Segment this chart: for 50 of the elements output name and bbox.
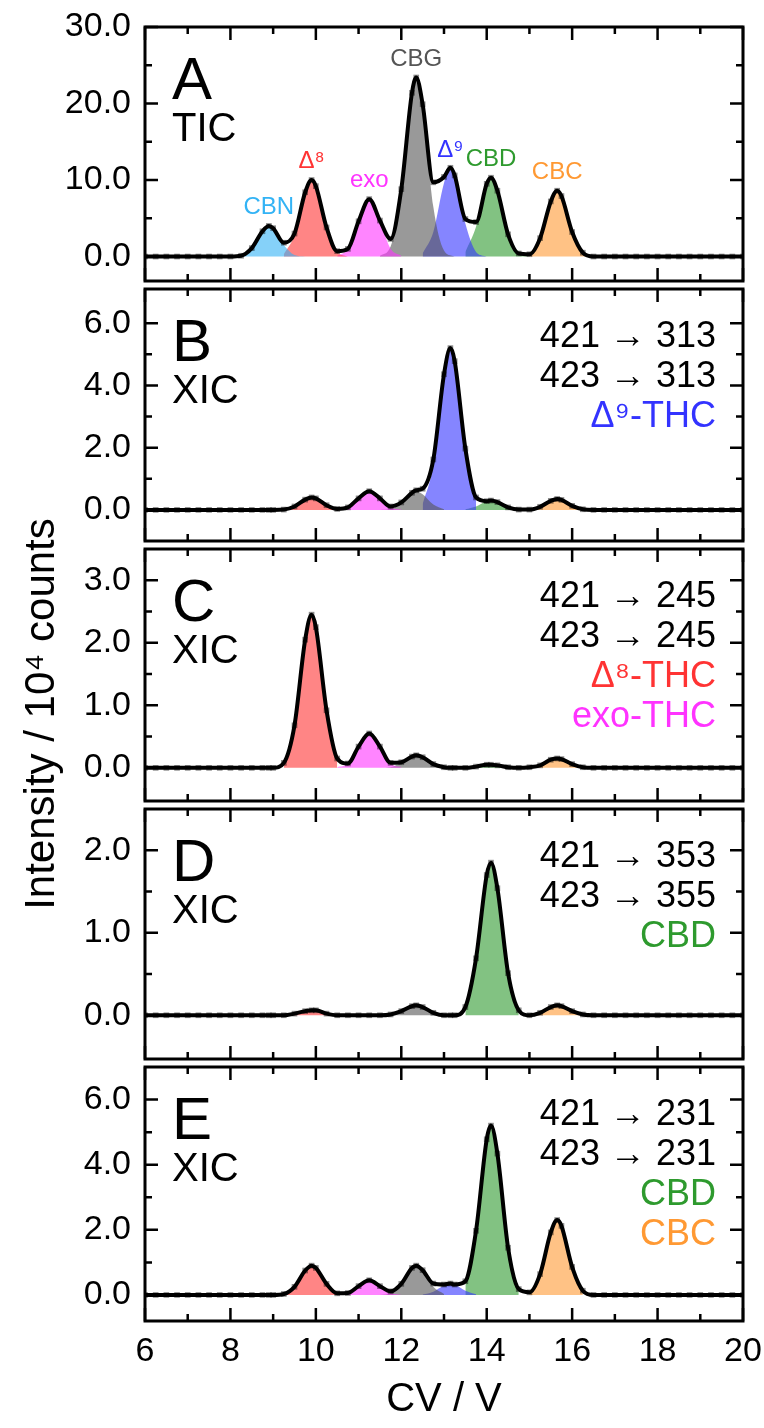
y-tick-label: 6.0 <box>83 301 131 340</box>
series-label: Δ⁹ <box>437 134 464 162</box>
annotation: 423 → 313 <box>539 354 716 395</box>
y-tick-label: 10.0 <box>64 158 131 197</box>
y-tick-label: 0.0 <box>83 1273 131 1312</box>
y-tick-label: 2.0 <box>83 828 131 867</box>
y-tick-label: 2.0 <box>83 1208 131 1247</box>
y-tick-label: 1.0 <box>83 683 131 722</box>
annotation: 421 → 231 <box>539 1092 716 1133</box>
series-label: CBC <box>531 156 583 184</box>
annotation: 421 → 245 <box>539 574 716 615</box>
annotation: 423 → 231 <box>539 1132 716 1173</box>
text: CBD <box>639 914 716 955</box>
annotation: 421 → 353 <box>539 834 716 875</box>
series-label: Δ⁸ <box>298 146 325 173</box>
series-label: CBN <box>243 191 295 219</box>
y-tick-label: 0.0 <box>83 234 131 273</box>
text: Δ⁸-THC <box>589 654 716 695</box>
annotation: 423 → 245 <box>539 614 716 655</box>
y-tick-label: 1.0 <box>83 911 131 950</box>
annotation: 423 → 355 <box>539 874 716 915</box>
x-tick-label: 14 <box>467 1329 506 1368</box>
y-tick-label: 0.0 <box>83 993 131 1032</box>
y-tick-label: 4.0 <box>83 1143 131 1182</box>
y-tick-label: 2.0 <box>83 426 131 465</box>
x-tick-label: 12 <box>382 1329 421 1368</box>
annotation: 421 → 313 <box>539 314 716 355</box>
y-tick-label: 3.0 <box>83 558 131 597</box>
text: CBD <box>639 1172 716 1213</box>
x-tick-label: 20 <box>724 1329 762 1368</box>
series-label: CBC <box>639 1212 716 1253</box>
x-tick-label: 10 <box>296 1329 335 1368</box>
series-label: exo <box>349 165 389 193</box>
text: Δ⁹-THC <box>589 394 716 435</box>
y-tick-label: 30.0 <box>64 5 131 44</box>
x-tick-label: 8 <box>220 1329 240 1368</box>
y-tick-label: 2.0 <box>83 621 131 660</box>
x-axis-title: CV / V <box>386 1375 503 1420</box>
series-label: CBG <box>390 44 443 72</box>
y-tick-label: 4.0 <box>83 363 131 402</box>
series-label: CBD <box>465 143 517 171</box>
y-tick-label: 20.0 <box>64 81 131 120</box>
y-tick-label: 0.0 <box>83 488 131 527</box>
y-tick-label: 6.0 <box>83 1077 131 1116</box>
x-tick-label: 16 <box>553 1329 592 1368</box>
x-tick-label: 18 <box>638 1329 677 1368</box>
y-axis-title: Intensity / 10⁴ counts <box>16 518 63 910</box>
y-tick-label: 0.0 <box>83 746 131 785</box>
x-tick-label: 6 <box>135 1329 155 1368</box>
text: exo-THC <box>570 694 716 735</box>
